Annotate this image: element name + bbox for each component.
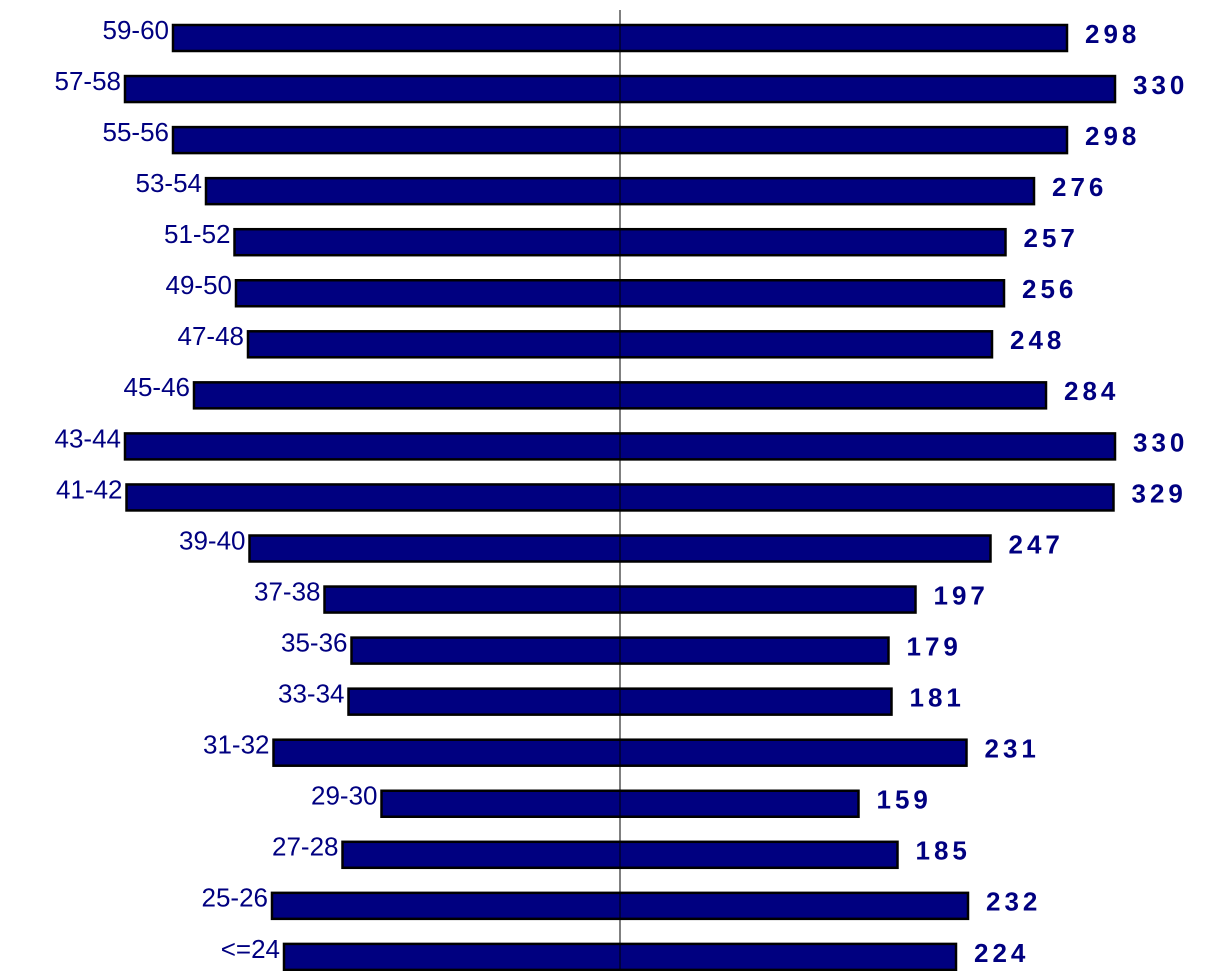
category-label: 37-38 bbox=[254, 576, 321, 606]
value-label: 298 bbox=[1085, 121, 1140, 151]
category-label: 45-46 bbox=[124, 372, 191, 402]
value-label: 185 bbox=[916, 836, 971, 866]
value-label: 232 bbox=[986, 887, 1041, 917]
category-label: 57-58 bbox=[55, 66, 122, 96]
value-label: 197 bbox=[934, 580, 989, 610]
value-label: 330 bbox=[1133, 70, 1188, 100]
category-label: 41-42 bbox=[56, 474, 123, 504]
category-label: <=24 bbox=[221, 934, 280, 964]
value-label: 257 bbox=[1024, 223, 1079, 253]
value-label: 284 bbox=[1064, 376, 1119, 406]
value-label: 256 bbox=[1022, 274, 1077, 304]
category-label: 55-56 bbox=[103, 117, 170, 147]
value-label: 298 bbox=[1085, 19, 1140, 49]
category-label: 53-54 bbox=[136, 168, 203, 198]
value-label: 247 bbox=[1009, 529, 1064, 559]
category-label: 29-30 bbox=[311, 781, 378, 811]
category-label: 51-52 bbox=[164, 219, 231, 249]
category-label: 25-26 bbox=[202, 883, 269, 913]
category-label: 49-50 bbox=[166, 270, 233, 300]
category-label: 27-28 bbox=[272, 832, 339, 862]
category-label: 39-40 bbox=[179, 525, 246, 555]
category-label: 33-34 bbox=[278, 679, 345, 709]
value-label: 276 bbox=[1052, 172, 1107, 202]
value-label: 179 bbox=[907, 631, 962, 661]
value-label: 159 bbox=[877, 785, 932, 815]
value-label: 181 bbox=[910, 683, 965, 713]
category-label: 59-60 bbox=[103, 15, 170, 45]
value-label: 248 bbox=[1010, 325, 1065, 355]
category-label: 31-32 bbox=[203, 730, 270, 760]
value-label: 231 bbox=[985, 734, 1040, 764]
category-label: 35-36 bbox=[281, 627, 348, 657]
category-label: 47-48 bbox=[178, 321, 245, 351]
value-label: 329 bbox=[1132, 478, 1187, 508]
value-label: 330 bbox=[1133, 427, 1188, 457]
category-label: 43-44 bbox=[55, 423, 122, 453]
value-label: 224 bbox=[974, 938, 1029, 968]
